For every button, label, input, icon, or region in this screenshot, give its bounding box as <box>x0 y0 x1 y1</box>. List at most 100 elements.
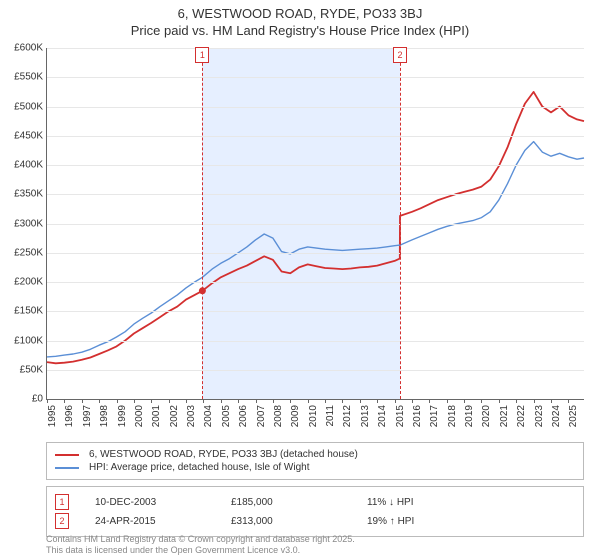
chart-subtitle: Price paid vs. HM Land Registry's House … <box>0 23 600 38</box>
x-tick <box>169 399 170 403</box>
x-tick <box>342 399 343 403</box>
x-axis-label: 1995 <box>47 405 58 427</box>
x-tick <box>412 399 413 403</box>
x-axis-label: 2017 <box>429 405 440 427</box>
x-axis-label: 2007 <box>256 405 267 427</box>
chart-container: 6, WESTWOOD ROAD, RYDE, PO33 3BJ Price p… <box>0 0 600 560</box>
x-axis-label: 2001 <box>151 405 162 427</box>
y-axis-label: £200K <box>1 277 43 288</box>
x-axis-label: 2014 <box>377 405 388 427</box>
footer-line: Contains HM Land Registry data © Crown c… <box>46 534 584 545</box>
y-axis-label: £400K <box>1 160 43 171</box>
legend-label: HPI: Average price, detached house, Isle… <box>89 462 310 473</box>
x-tick <box>221 399 222 403</box>
y-axis-label: £300K <box>1 218 43 229</box>
marker-delta: 19% ↑ HPI <box>367 516 487 527</box>
x-axis-label: 2010 <box>308 405 319 427</box>
x-axis-label: 2006 <box>238 405 249 427</box>
x-tick <box>273 399 274 403</box>
x-axis-label: 2025 <box>568 405 579 427</box>
x-tick <box>238 399 239 403</box>
marker-badge: 1 <box>195 47 209 63</box>
markers-table: 1 10-DEC-2003 £185,000 11% ↓ HPI 2 24-APR-201… <box>46 486 584 537</box>
x-tick <box>395 399 396 403</box>
marker-id-badge: 2 <box>55 513 69 529</box>
x-tick <box>290 399 291 403</box>
y-axis-label: £50K <box>1 364 43 375</box>
x-axis-label: 2020 <box>481 405 492 427</box>
x-axis-label: 2023 <box>534 405 545 427</box>
x-tick <box>325 399 326 403</box>
x-tick <box>117 399 118 403</box>
y-axis-label: £450K <box>1 130 43 141</box>
footer-line: This data is licensed under the Open Gov… <box>46 545 584 556</box>
marker-badge: 2 <box>393 47 407 63</box>
plot-area: £0£50K£100K£150K£200K£250K£300K£350K£400… <box>46 48 584 400</box>
x-axis-label: 1997 <box>82 405 93 427</box>
x-tick <box>47 399 48 403</box>
x-axis-label: 2005 <box>221 405 232 427</box>
y-axis-label: £600K <box>1 43 43 54</box>
legend-swatch <box>55 454 79 456</box>
sale-marker-dot <box>199 287 206 294</box>
footer-note: Contains HM Land Registry data © Crown c… <box>46 532 584 556</box>
x-axis-label: 2000 <box>134 405 145 427</box>
x-tick <box>308 399 309 403</box>
x-tick <box>534 399 535 403</box>
x-tick <box>186 399 187 403</box>
y-axis-label: £350K <box>1 189 43 200</box>
legend-swatch <box>55 467 79 469</box>
y-axis-label: £100K <box>1 335 43 346</box>
x-axis-label: 2015 <box>395 405 406 427</box>
x-axis-label: 2013 <box>360 405 371 427</box>
legend-row: 6, WESTWOOD ROAD, RYDE, PO33 3BJ (detach… <box>55 449 575 460</box>
x-axis-label: 2021 <box>499 405 510 427</box>
x-tick <box>516 399 517 403</box>
y-axis-label: £250K <box>1 247 43 258</box>
x-axis-label: 2012 <box>342 405 353 427</box>
marker-price: £185,000 <box>231 497 351 508</box>
series-svg <box>47 48 584 399</box>
x-tick <box>151 399 152 403</box>
legend-label: 6, WESTWOOD ROAD, RYDE, PO33 3BJ (detach… <box>89 449 358 460</box>
x-axis-label: 2008 <box>273 405 284 427</box>
y-axis-label: £550K <box>1 72 43 83</box>
x-tick <box>499 399 500 403</box>
x-axis-label: 2002 <box>169 405 180 427</box>
x-axis-label: 2011 <box>325 405 336 427</box>
x-tick <box>64 399 65 403</box>
x-axis-label: 1998 <box>99 405 110 427</box>
x-tick <box>429 399 430 403</box>
y-axis-label: £150K <box>1 306 43 317</box>
x-axis-label: 2004 <box>203 405 214 427</box>
x-axis-label: 1999 <box>117 405 128 427</box>
x-axis-label: 1996 <box>64 405 75 427</box>
x-axis-label: 2024 <box>551 405 562 427</box>
series-property-price <box>47 92 584 363</box>
x-axis-label: 2009 <box>290 405 301 427</box>
chart-title: 6, WESTWOOD ROAD, RYDE, PO33 3BJ <box>0 6 600 21</box>
marker-delta: 11% ↓ HPI <box>367 497 487 508</box>
x-tick <box>82 399 83 403</box>
x-tick <box>551 399 552 403</box>
marker-id-badge: 1 <box>55 494 69 510</box>
marker-date: 10-DEC-2003 <box>95 497 215 508</box>
x-axis-label: 2003 <box>186 405 197 427</box>
x-tick <box>256 399 257 403</box>
x-tick <box>360 399 361 403</box>
marker-price: £313,000 <box>231 516 351 527</box>
x-tick <box>568 399 569 403</box>
series-hpi <box>47 142 584 357</box>
x-tick <box>464 399 465 403</box>
marker-row: 1 10-DEC-2003 £185,000 11% ↓ HPI <box>55 494 575 510</box>
legend: 6, WESTWOOD ROAD, RYDE, PO33 3BJ (detach… <box>46 442 584 480</box>
x-axis-label: 2016 <box>412 405 423 427</box>
y-axis-label: £500K <box>1 101 43 112</box>
x-tick <box>377 399 378 403</box>
x-tick <box>447 399 448 403</box>
x-tick <box>203 399 204 403</box>
x-tick <box>481 399 482 403</box>
legend-row: HPI: Average price, detached house, Isle… <box>55 462 575 473</box>
x-tick <box>134 399 135 403</box>
marker-date: 24-APR-2015 <box>95 516 215 527</box>
